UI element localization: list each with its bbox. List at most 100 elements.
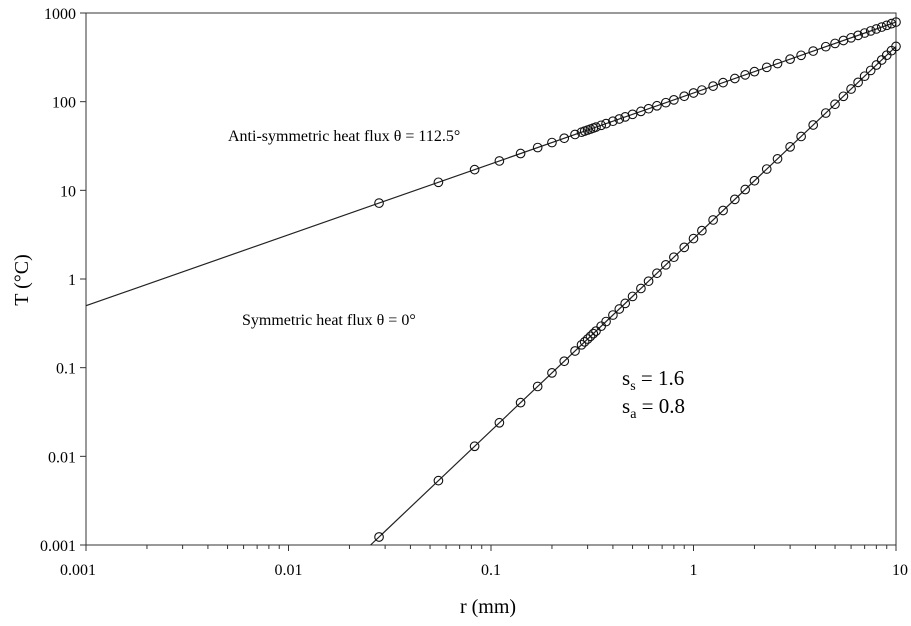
data-point — [614, 304, 625, 314]
data-point — [679, 242, 690, 253]
data-point — [547, 368, 557, 378]
data-point — [469, 164, 480, 175]
data-point — [772, 58, 783, 69]
data-point — [601, 316, 611, 327]
data-point — [570, 129, 580, 140]
data-point — [627, 109, 638, 120]
data-point — [601, 118, 611, 129]
data-point — [494, 156, 505, 166]
data-point — [614, 114, 625, 124]
data-point — [708, 215, 718, 225]
data-point — [838, 91, 849, 102]
data-point — [652, 268, 662, 279]
data-point — [515, 148, 526, 159]
data-point — [846, 84, 856, 94]
data-point — [749, 175, 760, 186]
data-point — [785, 54, 795, 65]
y-tick-label: 10 — [60, 183, 76, 200]
axes: 0.001 0.01 0.1 1 10 0.001 0.01 0.1 1 10 100 1000 — [40, 6, 908, 579]
data-point — [669, 95, 679, 105]
data-point — [718, 77, 728, 88]
data-point — [881, 20, 892, 31]
data-point — [515, 397, 526, 408]
data-point — [374, 198, 384, 208]
y-axis-title: T (°C) — [11, 254, 33, 306]
data-point — [660, 259, 671, 270]
data-point — [718, 205, 728, 216]
x-tick-label: 1 — [690, 562, 698, 579]
data-point — [576, 339, 587, 350]
param-ss-main: s — [622, 366, 630, 390]
data-point — [871, 24, 882, 34]
data-point — [796, 131, 806, 142]
data-point — [729, 194, 740, 205]
data-point — [820, 108, 831, 118]
data-point — [865, 65, 876, 76]
data-point — [559, 356, 570, 367]
data-point — [688, 88, 699, 98]
data-point — [697, 225, 707, 236]
data-point — [579, 337, 590, 347]
y-tick-label: 100 — [52, 95, 76, 112]
series-label-antisymmetric: Anti-symmetric heat flux θ = 112.5° — [228, 128, 460, 145]
y-tick-label: 0.01 — [48, 449, 76, 466]
data-point — [591, 326, 601, 336]
y-tick-label: 0.001 — [40, 538, 76, 555]
param-ss-value: = 1.6 — [636, 366, 685, 390]
x-tick-label: 0.01 — [275, 562, 303, 579]
data-point — [688, 233, 699, 244]
data-point — [433, 177, 444, 188]
data-point — [469, 441, 480, 452]
param-sa-sub: a — [630, 407, 637, 422]
data-point — [761, 62, 772, 73]
data-point — [820, 41, 831, 52]
y-tick-label: 1000 — [44, 6, 76, 23]
data-point — [608, 310, 618, 320]
data-point — [559, 133, 570, 144]
param-ss-sub: s — [630, 379, 635, 394]
data-point — [865, 26, 876, 36]
data-point — [643, 276, 654, 287]
data-point — [886, 18, 897, 29]
data-point — [871, 60, 882, 70]
data-point — [679, 91, 690, 102]
data-point — [740, 70, 751, 80]
x-tick-label: 10 — [892, 562, 908, 579]
data-point — [761, 164, 772, 174]
series-line-0 — [85, 21, 897, 307]
data-point — [582, 334, 593, 344]
data-point — [830, 99, 840, 110]
data-point — [830, 38, 840, 49]
x-axis-title: r (mm) — [460, 596, 516, 618]
data-point — [697, 85, 707, 95]
data-point — [859, 28, 870, 38]
data-point — [588, 328, 599, 339]
data-point — [620, 298, 631, 309]
data-point — [547, 137, 557, 148]
x-tick-label: 0.1 — [481, 562, 501, 579]
param-sa-value: = 0.8 — [636, 394, 685, 418]
data-point — [740, 184, 751, 195]
y-tick-label: 1 — [68, 272, 76, 289]
data-point — [570, 346, 580, 356]
data-point — [859, 71, 870, 82]
data-point — [643, 103, 654, 114]
data-point — [374, 532, 384, 542]
data-point — [532, 381, 543, 392]
data-point — [532, 142, 543, 153]
data-point — [846, 32, 856, 43]
data-point — [853, 77, 863, 88]
series-points — [374, 17, 901, 542]
param-ss: ss = 1.6 — [622, 366, 684, 394]
data-point — [652, 100, 662, 111]
data-point — [433, 475, 444, 486]
data-point — [772, 153, 783, 164]
data-point — [494, 417, 505, 428]
data-point — [708, 81, 718, 91]
data-point — [808, 46, 819, 56]
data-point — [808, 120, 819, 130]
data-point — [636, 283, 646, 294]
data-point — [585, 331, 596, 342]
y-tick-label: 0.1 — [56, 361, 76, 378]
